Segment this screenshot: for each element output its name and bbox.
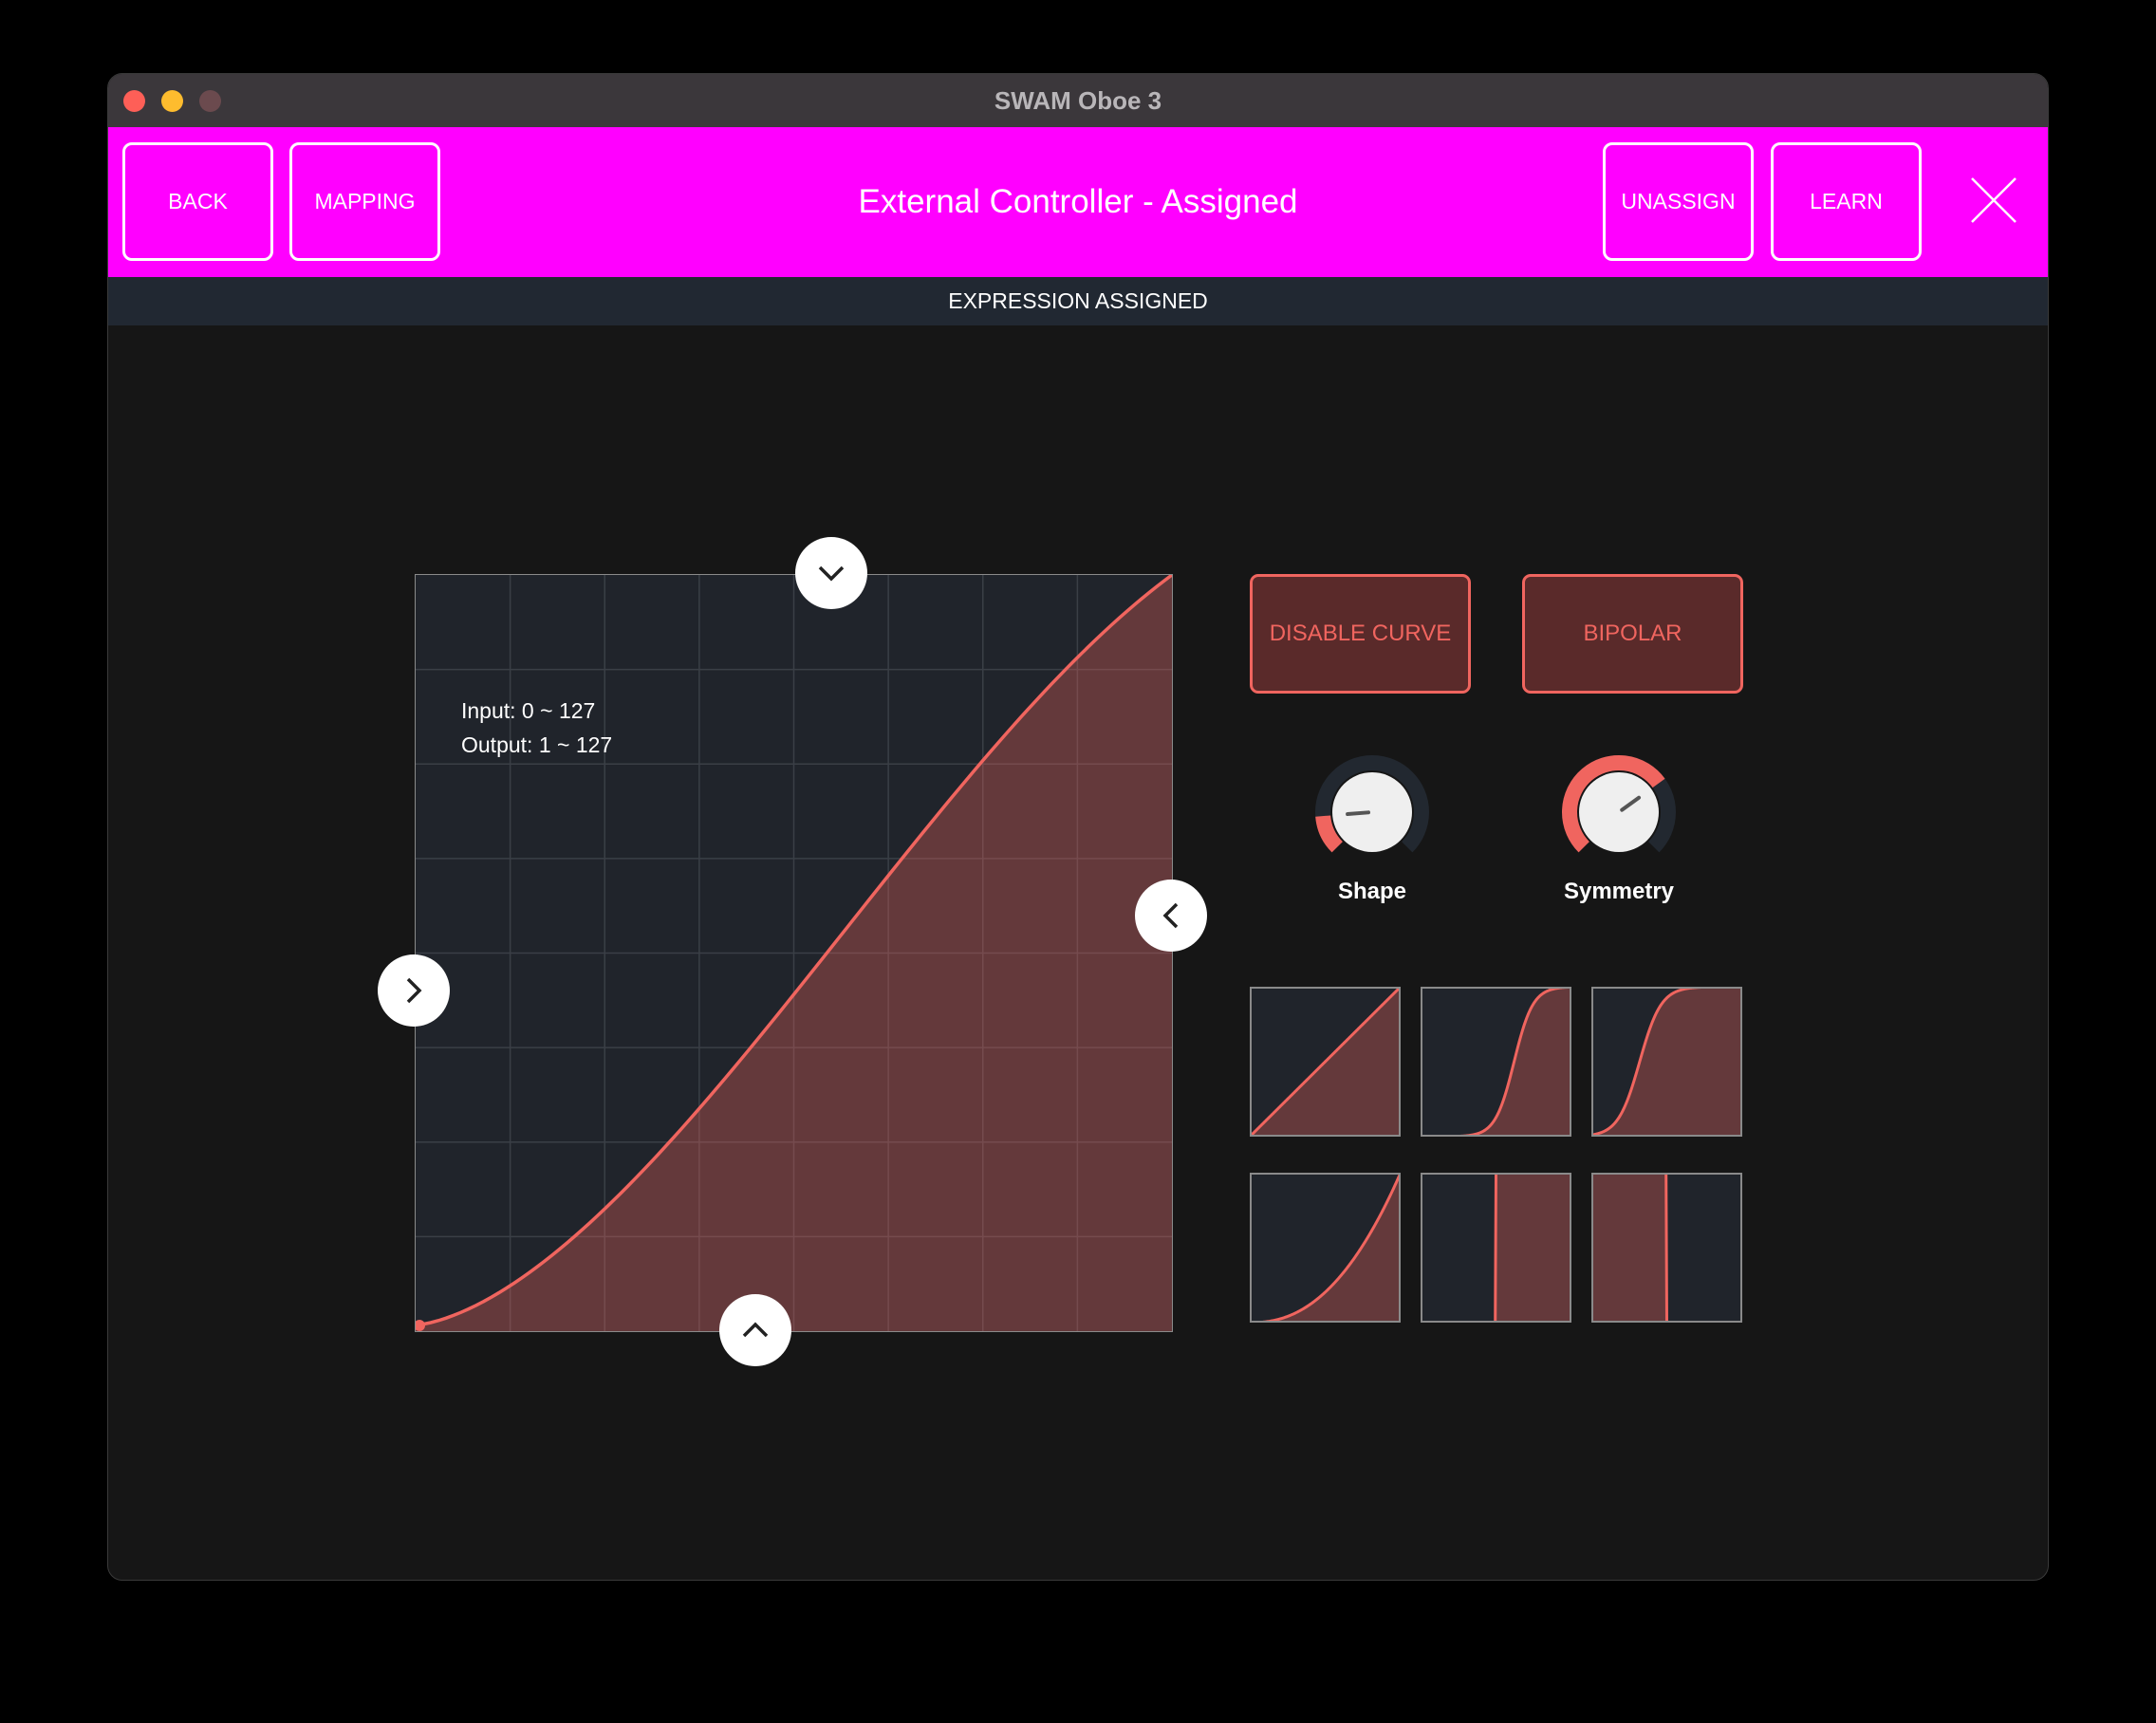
disable-curve-button[interactable]: DISABLE CURVE	[1250, 574, 1471, 694]
curve-line	[416, 575, 1172, 1327]
preset-step-down[interactable]	[1591, 1173, 1742, 1323]
thumb-curve	[1250, 987, 1401, 1137]
output-range-label: Output: 1 ~ 127	[461, 732, 613, 757]
preset-exponential[interactable]	[1250, 1173, 1401, 1323]
close-button[interactable]	[1970, 176, 2017, 224]
status-bar: EXPRESSION ASSIGNED	[108, 277, 2048, 325]
curve-start-point	[416, 1320, 425, 1331]
knob-cap	[1579, 772, 1659, 852]
curve-graph	[416, 575, 1172, 1331]
unassign-button[interactable]: UNASSIGN	[1603, 142, 1754, 261]
thumb-fill	[1591, 1173, 1742, 1323]
app-window: SWAM Oboe 3 External Controller - Assign…	[107, 73, 2049, 1581]
knob-arc	[1562, 755, 1665, 853]
close-window-button[interactable]	[123, 90, 145, 112]
chevron-right-icon	[406, 977, 422, 1004]
thumb-background	[1250, 1173, 1401, 1323]
chevron-left-icon	[1162, 902, 1179, 929]
knob-pointer	[1620, 795, 1642, 812]
back-button[interactable]: BACK	[122, 142, 273, 261]
bottom-handle[interactable]	[719, 1294, 791, 1366]
thumb-background	[1591, 987, 1742, 1137]
bipolar-button[interactable]: BIPOLAR	[1522, 574, 1743, 694]
thumb-border	[1421, 987, 1571, 1137]
knob-pointer	[1346, 810, 1371, 817]
knob-arc	[1315, 755, 1429, 853]
thumb-background	[1421, 987, 1571, 1137]
preset-steep-s-curve[interactable]	[1421, 987, 1571, 1137]
x-icon	[1971, 177, 2017, 223]
thumb-border	[1250, 987, 1401, 1137]
symmetry-label: Symmetry	[1563, 879, 1675, 904]
shape-knob[interactable]	[1310, 750, 1434, 874]
title-bar: SWAM Oboe 3	[108, 74, 2048, 127]
preset-linear[interactable]	[1250, 987, 1401, 1137]
knob-cap	[1332, 772, 1412, 852]
left-handle[interactable]	[378, 954, 450, 1027]
top-handle[interactable]	[795, 537, 867, 609]
symmetry-knob[interactable]	[1557, 750, 1681, 874]
thumb-border	[1250, 1173, 1401, 1323]
chevron-down-icon	[818, 565, 845, 582]
right-handle[interactable]	[1135, 880, 1207, 952]
thumb-border	[1591, 987, 1742, 1137]
learn-button[interactable]: LEARN	[1771, 142, 1922, 261]
preset-step-up[interactable]	[1421, 1173, 1571, 1323]
zoom-window-button[interactable]	[199, 90, 221, 112]
thumb-border	[1591, 1173, 1742, 1323]
window-title: SWAM Oboe 3	[994, 86, 1162, 115]
input-range-label: Input: 0 ~ 127	[461, 698, 596, 723]
mapping-button[interactable]: MAPPING	[289, 142, 440, 261]
thumb-fill	[1250, 1173, 1401, 1323]
thumb-curve	[1250, 1173, 1401, 1323]
page-title: External Controller - Assigned	[858, 183, 1298, 220]
curve-fill	[416, 575, 1172, 1331]
header-bar: External Controller - Assigned BACK MAPP…	[108, 127, 2048, 277]
chevron-up-icon	[742, 1322, 769, 1338]
shape-label: Shape	[1337, 879, 1407, 904]
thumb-fill	[1421, 987, 1571, 1137]
curve-editor[interactable]: Input: 0 ~ 127 Output: 1 ~ 127	[415, 574, 1173, 1332]
knob-arc	[1315, 815, 1344, 853]
preset-early-s-curve[interactable]	[1591, 987, 1742, 1137]
thumb-border	[1421, 1173, 1571, 1323]
minimize-window-button[interactable]	[161, 90, 183, 112]
